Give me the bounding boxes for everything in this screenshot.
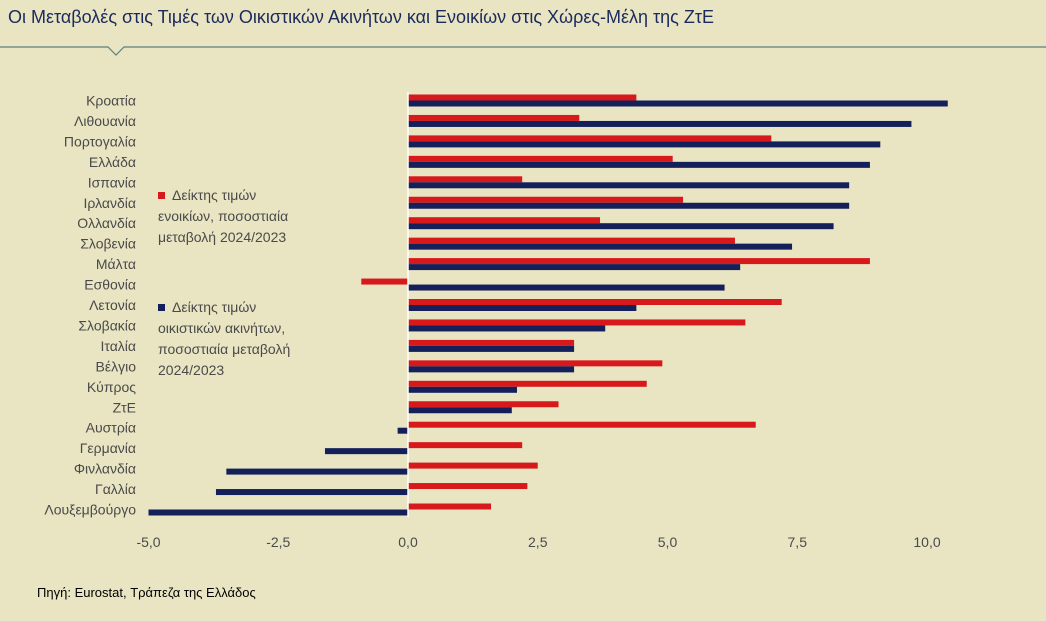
- category-label: Λουξεμβούργο: [44, 502, 136, 518]
- property-bar-9: [408, 284, 725, 291]
- bar-chart: Κροατία Λιθουανία Πορτογαλία Ελλάδα Ισπανία Ι…: [44, 92, 948, 550]
- chart-title: Οι Μεταβολές στις Τιμές των Οικιστικών Α…: [8, 7, 714, 27]
- property-bar-19: [215, 489, 408, 496]
- legend-marker-0: [158, 192, 165, 199]
- property-bar-17: [324, 448, 408, 455]
- category-label: Μάλτα: [96, 256, 136, 272]
- property-bar-10: [408, 305, 637, 311]
- category-label: Σλοβενία: [80, 236, 136, 252]
- property-bar-11: [408, 325, 606, 332]
- property-bar-15: [408, 407, 512, 414]
- legend-label-line: μεταβολή 2024/2023: [158, 229, 286, 245]
- property-bar-2: [408, 141, 881, 148]
- x-tick-label: 7,5: [788, 534, 808, 550]
- category-labels: Κροατία Λιθουανία Πορτογαλία Ελλάδα Ισπανία Ι…: [44, 93, 136, 518]
- rent-bar-7: [408, 237, 735, 244]
- rent-bar-20: [408, 503, 492, 510]
- rent-bar-10: [408, 299, 782, 305]
- category-label: Πορτογαλία: [64, 133, 136, 149]
- rent-bar-17: [408, 442, 523, 449]
- legend-label-line: οικιστικών ακινήτων,: [158, 320, 285, 336]
- property-bar-16: [397, 427, 408, 434]
- property-bar-5: [408, 202, 850, 209]
- legend: Δείκτης τιμών ενοικίων, ποσοστιαία μεταβολ…: [158, 187, 290, 378]
- legend-label-line: 2024/2023: [158, 362, 224, 378]
- legend-label-line: Δείκτης τιμών: [172, 187, 256, 203]
- category-label: ΖτΕ: [113, 399, 136, 415]
- rent-bar-1: [408, 114, 580, 121]
- category-label: Αυστρία: [86, 420, 136, 436]
- x-tick-labels: -5,0 -2,5 0,0 2,5 5,0 7,5 10,0: [136, 534, 940, 550]
- x-tick-label: -5,0: [136, 534, 160, 550]
- category-label: Λετονία: [89, 297, 136, 313]
- source-note: Πηγή: Eurostat, Τράπεζα της Ελλάδος: [37, 585, 256, 600]
- category-label: Γερμανία: [80, 440, 136, 456]
- category-label: Σλοβακία: [78, 317, 136, 333]
- category-label: Βέλγιο: [96, 358, 137, 374]
- legend-label-line: ποσοστιαία μεταβολή: [158, 341, 290, 357]
- rent-bar-9: [361, 278, 408, 285]
- x-tick-label: -2,5: [266, 534, 290, 550]
- header-rule: [0, 46, 1046, 56]
- rent-bar-13: [408, 360, 663, 367]
- property-bar-6: [408, 223, 834, 230]
- property-bar-13: [408, 366, 575, 373]
- category-label: Λιθουανία: [74, 113, 136, 129]
- legend-label-line: ενοικίων, ποσοστιαία: [158, 208, 288, 224]
- category-label: Γαλλία: [95, 481, 136, 497]
- category-label: Κροατία: [86, 93, 136, 109]
- rent-bar-14: [408, 380, 647, 387]
- property-bar-3: [408, 161, 870, 168]
- bars-group: [148, 94, 948, 516]
- x-tick-label: 5,0: [658, 534, 678, 550]
- category-label: Ισπανία: [88, 174, 136, 190]
- property-bar-8: [408, 264, 741, 271]
- x-tick-label: 2,5: [528, 534, 548, 550]
- rent-bar-18: [408, 462, 538, 469]
- category-label: Ολλανδία: [77, 215, 136, 231]
- rent-bar-6: [408, 217, 601, 224]
- category-label: Ελλάδα: [89, 154, 136, 170]
- rent-bar-0: [408, 94, 637, 101]
- category-label: Ιρλανδία: [84, 195, 136, 211]
- property-bar-7: [408, 243, 793, 250]
- rent-bar-2: [408, 135, 772, 142]
- rent-bar-12: [408, 339, 575, 346]
- rent-bar-16: [408, 421, 756, 428]
- rent-bar-19: [408, 483, 528, 490]
- rent-bar-5: [408, 196, 684, 203]
- category-label: Κύπρος: [87, 379, 136, 395]
- rent-bar-3: [408, 155, 673, 162]
- legend-label-line: Δείκτης τιμών: [172, 299, 256, 315]
- rent-bar-11: [408, 319, 746, 326]
- property-bar-18: [226, 468, 408, 475]
- category-label: Εσθονία: [84, 277, 136, 293]
- category-label: Ιταλία: [100, 338, 136, 354]
- rent-bar-8: [408, 258, 870, 265]
- rent-bar-4: [408, 176, 523, 183]
- category-label: Φινλανδία: [74, 461, 136, 477]
- legend-marker-1: [158, 304, 165, 311]
- property-bar-12: [408, 345, 575, 352]
- property-bar-20: [148, 509, 408, 516]
- property-bar-1: [408, 120, 912, 127]
- x-tick-label: 10,0: [913, 534, 940, 550]
- property-bar-14: [408, 386, 517, 393]
- x-tick-label: 0,0: [398, 534, 418, 550]
- property-bar-4: [408, 182, 850, 189]
- property-bar-0: [408, 100, 948, 107]
- rent-bar-15: [408, 401, 559, 408]
